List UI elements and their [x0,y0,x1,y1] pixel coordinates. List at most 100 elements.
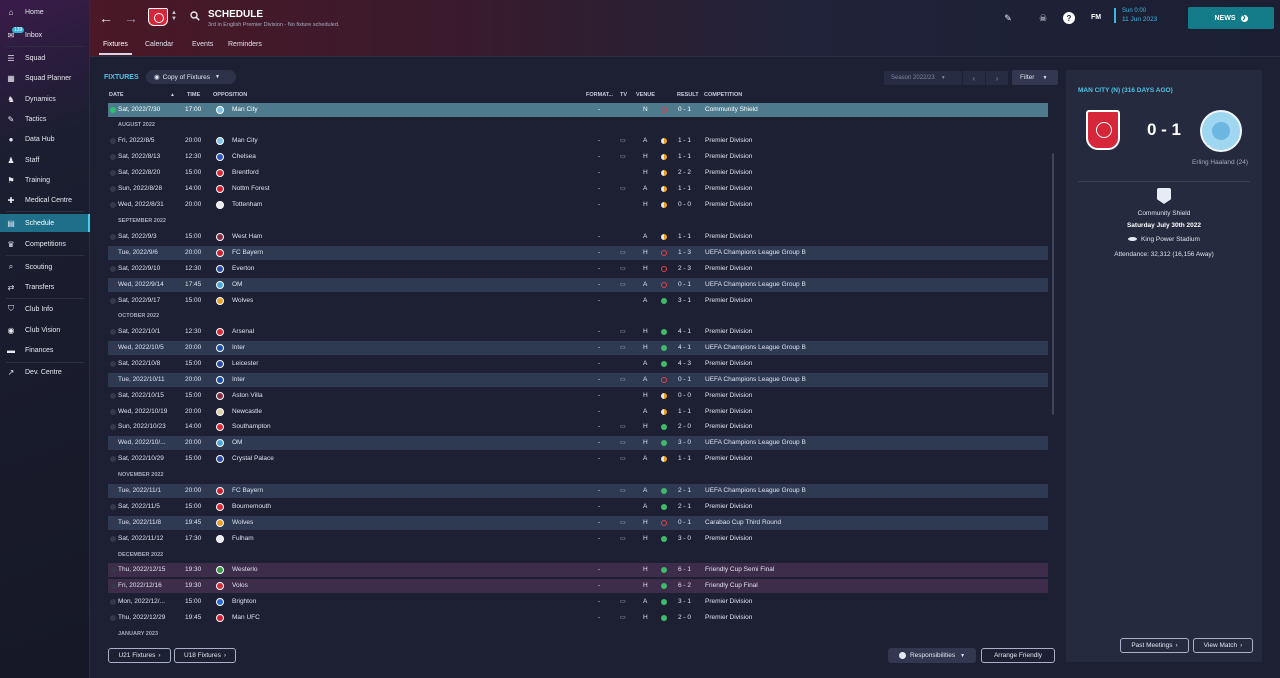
home-club-crest[interactable] [1086,110,1120,150]
club-switch-icon[interactable]: ▲ ▼ [171,10,177,22]
edit-icon[interactable]: ✎ [1004,12,1012,23]
table-row[interactable]: Sat, 2022/10/29 15:00 Crystal Palace - A 1 - … [108,452,1048,466]
u18-fixtures-button[interactable]: U18 Fixtures › [174,648,236,663]
fixture-time: 17:00 [185,106,202,113]
data-hub-icon: ● [8,134,14,144]
filter-button[interactable]: Filter ▼ [1012,70,1058,85]
tab-calendar[interactable]: Calendar [145,41,174,48]
table-row[interactable]: Tue, 2022/10/11 20:00 Inter - A 0 - 1 UEFA Cha… [108,373,1048,387]
tab-reminders[interactable]: Reminders [228,41,262,48]
tab-events[interactable]: Events [192,41,214,48]
table-row[interactable]: Sat, 2022/8/20 15:00 Brentford - H 2 - 2 Premi… [108,166,1048,180]
table-row[interactable]: Sat, 2022/10/8 15:00 Leicester - A 4 - 3 Premi… [108,357,1048,371]
fixture-result: 2 - 0 [678,614,692,621]
game-date[interactable]: Sun 0:00 11 Jun 2023 [1114,8,1157,23]
col-time[interactable]: TIME [187,92,201,98]
tv-icon: ▭ [620,186,626,192]
sidebar-item-inbox[interactable]: ✉ 139 Inbox [0,26,90,44]
sidebar-item-competitions[interactable]: ♛ Competitions [0,235,90,253]
table-row[interactable]: Wed, 2022/10/19 20:00 Newcastle - A 1 - 1 Prem… [108,405,1048,419]
sidebar-item-tactics[interactable]: ✎ Tactics [0,110,90,128]
next-page-button[interactable]: › [986,71,1008,85]
past-meetings-button[interactable]: Past Meetings › [1120,638,1189,653]
divider [1078,181,1250,182]
u21-fixtures-button[interactable]: U21 Fixtures › [108,648,171,663]
view-match-button[interactable]: View Match › [1193,638,1253,653]
sidebar-item-label: Competitions [25,240,66,248]
away-club-crest[interactable] [1200,110,1242,152]
goal-scorer[interactable]: Erling Haaland (24) [1191,159,1248,166]
table-row[interactable]: Thu, 2022/12/15 19:30 Westerlo - H 6 - 1 Frien… [108,563,1048,577]
col-opposition[interactable]: OPPOSITION [213,92,248,98]
sidebar-item-club-vision[interactable]: ◉ Club Vision [0,321,90,339]
table-row[interactable]: Fri, 2022/12/16 19:30 Volos - H 6 - 2 Friendly… [108,579,1048,593]
table-row[interactable]: Sun, 2022/10/23 14:00 Southampton - H 2 - 0 Pr… [108,420,1048,434]
prev-page-button[interactable]: ‹ [963,71,985,85]
table-row[interactable]: Wed, 2022/10/5 20:00 Inter - H 4 - 1 UEFA Cham… [108,341,1048,355]
col-competition[interactable]: COMPETITION [704,92,743,98]
responsibilities-button[interactable]: Responsibilities ▼ [888,648,976,663]
table-row[interactable]: Sat, 2022/11/12 17:30 Fulham - H 3 - 0 Premier… [108,532,1048,546]
table-row[interactable]: Sat, 2022/9/10 12:30 Everton - H 2 - 3 Premier… [108,262,1048,276]
sidebar-item-dynamics[interactable]: ♞ Dynamics [0,90,90,108]
table-row[interactable]: Sat, 2022/11/5 15:00 Bournemouth - A 2 - 1 Pre… [108,500,1048,514]
month-header: DECEMBER 2022 [118,552,164,558]
help-icon[interactable]: ? [1063,12,1075,24]
table-row[interactable]: Sat, 2022/8/13 12:30 Chelsea - H 1 - 1 Premier… [108,150,1048,164]
fixture-venue: H [643,169,648,176]
forward-arrow-icon[interactable]: → [124,10,138,26]
club-crest[interactable] [148,8,168,26]
col-venue[interactable]: VENUE [636,92,655,98]
skull-icon[interactable]: ☠ [1038,12,1048,23]
table-row[interactable]: Sat, 2022/10/15 15:00 Aston Villa - H 0 - 0 Pr… [108,389,1048,403]
table-row[interactable]: Wed, 2022/8/31 20:00 Tottenham - H 0 - 0 Premi… [108,198,1048,212]
table-row[interactable]: Wed, 2022/10/... 20:00 OM - H 3 - 0 UEFA Champ… [108,436,1048,450]
fixture-venue: A [643,281,648,288]
table-row[interactable]: Wed, 2022/9/14 17:45 OM - A 0 - 1 UEFA Champio… [108,278,1048,292]
table-row[interactable]: Thu, 2022/12/29 19:45 Man UFC - H 2 - 0 Premie… [108,611,1048,625]
match-score[interactable]: 0 - 1 [1146,120,1182,139]
fixtures-view-dropdown[interactable]: ◉ Copy of Fixtures ▼ [146,70,236,84]
stadium-row[interactable]: King Power Stadium [1066,236,1262,243]
table-row[interactable]: Fri, 2022/8/5 20:00 Man City - A 1 - 1 Premier… [108,134,1048,148]
col-tv[interactable]: TV [620,92,628,98]
sidebar-item-squad[interactable]: ☰ Squad [0,49,90,67]
sidebar-item-data-hub[interactable]: ● Data Hub [0,130,90,148]
table-row[interactable]: Tue, 2022/11/1 20:00 FC Bayern - A 2 - 1 UEFA … [108,484,1048,498]
table-row[interactable]: Mon, 2022/12/... 15:00 Brighton - A 3 - 1 Prem… [108,595,1048,609]
sidebar-item-scouting[interactable]: ⌕ Scouting [0,258,90,276]
sidebar-item-schedule[interactable]: ▤ Schedule [0,214,90,232]
sidebar-item-medical-centre[interactable]: ✚ Medical Centre [0,191,90,209]
sidebar-item-dev-centre[interactable]: ↗ Dev. Centre [0,363,90,381]
season-dropdown[interactable]: Season 2022/23 ▼ [884,71,962,85]
fixture-competition: Premier Division [705,392,753,399]
sidebar-item-club-info[interactable]: ⛉ Club Info [0,300,90,318]
tab-fixtures[interactable]: Fixtures [99,41,132,55]
sidebar-item-home[interactable]: ⌂ Home [0,3,90,21]
match-competition[interactable]: Community Shield [1137,210,1191,217]
col-result[interactable]: RESULT [677,92,699,98]
col-date[interactable]: DATE [109,92,124,98]
status-marker-icon [110,583,116,589]
table-row[interactable]: Sat, 2022/9/3 15:00 West Ham - A 1 - 1 Premier… [108,230,1048,244]
sidebar-item-staff[interactable]: ♟ Staff [0,151,90,169]
table-row[interactable]: Sat, 2022/7/30 17:00 Man City - N 0 - 1 Commun… [108,103,1048,117]
club-badge-icon [216,201,224,209]
sidebar-item-finances[interactable]: ▬ Finances [0,341,90,359]
table-row[interactable]: Sun, 2022/8/28 14:00 Nottm Forest - A 1 - 1 Pr… [108,182,1048,196]
table-row[interactable]: Sat, 2022/10/1 12:30 Arsenal - H 4 - 1 Premier… [108,325,1048,339]
table-row[interactable]: Tue, 2022/9/6 20:00 FC Bayern - H 1 - 3 UEFA C… [108,246,1048,260]
table-row[interactable]: Tue, 2022/11/8 19:45 Wolves - H 0 - 1 Carabao … [108,516,1048,530]
arrange-friendly-button[interactable]: Arrange Friendly [981,648,1055,663]
fm-logo[interactable]: FM [1091,14,1102,21]
sidebar-item-transfers[interactable]: ⇄ Transfers [0,278,90,296]
news-button[interactable]: NEWS ❯ [1188,7,1274,29]
search-icon[interactable] [190,11,200,21]
back-arrow-icon[interactable]: ← [99,10,113,26]
sidebar-item-squad-planner[interactable]: ▦ Squad Planner [0,69,90,87]
sidebar-item-training[interactable]: ⚑ Training [0,171,90,189]
scrollbar[interactable] [1052,153,1054,415]
col-format[interactable]: FORMAT... [586,92,614,98]
table-row[interactable]: Sat, 2022/9/17 15:00 Wolves - A 3 - 1 Premier … [108,294,1048,308]
sort-icon[interactable]: ▲ [170,92,175,98]
